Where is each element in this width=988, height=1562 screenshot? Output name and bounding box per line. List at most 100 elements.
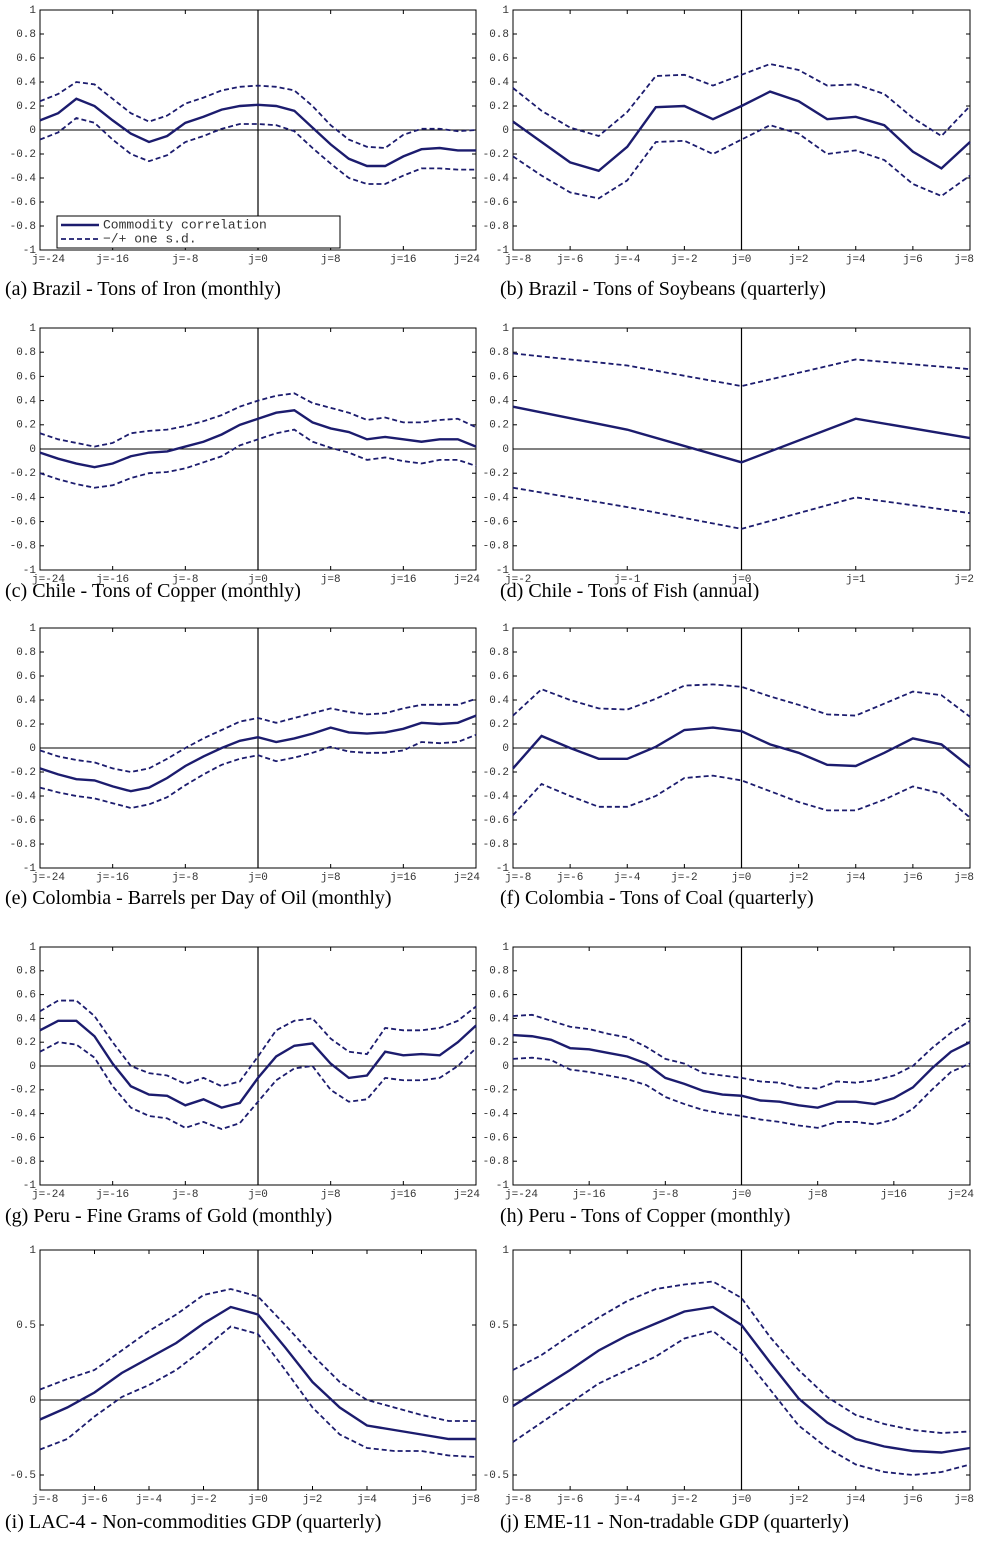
y-tick-label: 0.2 bbox=[16, 101, 36, 113]
x-tick-label: j=-16 bbox=[96, 1189, 129, 1201]
x-tick-label: j=-2 bbox=[671, 1494, 697, 1506]
y-tick-label: 1 bbox=[502, 1245, 509, 1257]
y-tick-label: -0.2 bbox=[10, 468, 36, 480]
y-tick-label: -0.4 bbox=[483, 791, 510, 803]
correlation-line bbox=[512, 1033, 971, 1109]
y-tick-label: 0.8 bbox=[489, 647, 509, 659]
x-tick-label: j=16 bbox=[881, 1189, 907, 1201]
band-line bbox=[39, 1041, 477, 1131]
y-tick-label: 0.6 bbox=[16, 990, 36, 1002]
x-tick-label: j=4 bbox=[846, 872, 866, 884]
y-tick-label: 0.4 bbox=[16, 396, 36, 408]
y-tick-label: 1 bbox=[29, 323, 36, 335]
band-line bbox=[512, 1280, 971, 1434]
x-tick-label: j=-16 bbox=[573, 1189, 606, 1201]
x-tick-label: j=-4 bbox=[614, 1494, 641, 1506]
x-tick-label: j=-2 bbox=[671, 872, 697, 884]
band-line bbox=[39, 697, 477, 773]
correlation-line bbox=[39, 97, 476, 168]
y-tick-label: -0.4 bbox=[10, 492, 37, 504]
y-tick-label: -0.4 bbox=[10, 791, 37, 803]
y-tick-label: -0.6 bbox=[483, 197, 509, 209]
y-tick-label: 0.6 bbox=[16, 371, 36, 383]
x-tick-label: j=4 bbox=[357, 1494, 377, 1506]
y-tick-label: 0.4 bbox=[16, 1013, 36, 1025]
band-line bbox=[512, 352, 971, 387]
y-tick-label: -0.2 bbox=[483, 767, 509, 779]
x-tick-label: j=-16 bbox=[96, 872, 129, 884]
x-tick-label: j=8 bbox=[808, 1189, 828, 1201]
band-line bbox=[39, 392, 477, 448]
y-tick-label: -0.8 bbox=[10, 221, 36, 233]
y-tick-label: 0 bbox=[502, 444, 509, 456]
band-line bbox=[512, 63, 971, 138]
y-tick-label: -0.4 bbox=[483, 173, 510, 185]
y-tick-label: -0.5 bbox=[483, 1470, 509, 1482]
y-tick-label: 0 bbox=[29, 125, 36, 137]
y-tick-label: 0.4 bbox=[489, 695, 509, 707]
y-tick-label: -0.6 bbox=[10, 1132, 36, 1144]
y-tick-label: -0.4 bbox=[483, 1109, 510, 1121]
x-tick-label: j=24 bbox=[454, 254, 481, 266]
y-tick-label: -0.6 bbox=[10, 517, 36, 529]
band-line bbox=[512, 1013, 971, 1090]
y-tick-label: 0.2 bbox=[489, 1037, 509, 1049]
caption: (f) Colombia - Tons of Coal (quarterly) bbox=[500, 887, 814, 909]
y-tick-label: -0.8 bbox=[10, 1156, 36, 1168]
x-tick-label: j=-6 bbox=[557, 872, 583, 884]
y-tick-label: 0.4 bbox=[16, 77, 36, 89]
caption: (i) LAC-4 - Non-commodities GDP (quarter… bbox=[5, 1511, 382, 1533]
correlation-line bbox=[39, 1019, 477, 1109]
x-tick-label: j=-1 bbox=[614, 574, 641, 586]
y-tick-label: 0 bbox=[502, 1395, 509, 1407]
caption: (d) Chile - Tons of Fish (annual) bbox=[500, 580, 760, 602]
x-tick-label: j=0 bbox=[732, 1494, 752, 1506]
x-tick-label: j=0 bbox=[248, 574, 268, 586]
x-tick-label: j=2 bbox=[789, 1494, 809, 1506]
x-tick-label: j=0 bbox=[248, 1189, 268, 1201]
y-tick-label: -0.6 bbox=[10, 197, 36, 209]
caption: (h) Peru - Tons of Copper (monthly) bbox=[500, 1205, 791, 1227]
caption: (j) EME-11 - Non-tradable GDP (quarterly… bbox=[500, 1511, 849, 1533]
x-tick-label: j=-8 bbox=[32, 1494, 58, 1506]
band-line bbox=[39, 733, 477, 809]
y-tick-label: -1 bbox=[496, 1180, 510, 1192]
y-tick-label: -0.5 bbox=[10, 1470, 36, 1482]
correlation-line bbox=[39, 1305, 476, 1441]
y-tick-label: 1 bbox=[502, 942, 509, 954]
y-tick-label: 0 bbox=[29, 444, 36, 456]
band-line bbox=[39, 117, 476, 185]
y-tick-label: 1 bbox=[29, 1245, 36, 1257]
y-tick-label: 0.4 bbox=[489, 77, 509, 89]
y-tick-label: -1 bbox=[23, 565, 37, 577]
y-tick-label: -0.6 bbox=[483, 517, 509, 529]
x-tick-label: j=-8 bbox=[652, 1189, 678, 1201]
x-tick-label: j=-24 bbox=[32, 254, 65, 266]
x-tick-label: j=24 bbox=[454, 1189, 481, 1201]
x-tick-label: j=-4 bbox=[614, 254, 641, 266]
y-tick-label: 0 bbox=[29, 1061, 36, 1073]
y-tick-label: 0.8 bbox=[489, 347, 509, 359]
y-tick-label: 0.2 bbox=[489, 420, 509, 432]
x-tick-label: j=2 bbox=[303, 1494, 323, 1506]
y-tick-label: -0.4 bbox=[483, 492, 510, 504]
x-tick-label: j=-8 bbox=[172, 574, 198, 586]
x-tick-label: j=16 bbox=[390, 254, 416, 266]
y-tick-label: 0 bbox=[29, 1395, 36, 1407]
y-tick-label: 0 bbox=[502, 743, 509, 755]
y-tick-label: -0.8 bbox=[483, 839, 509, 851]
y-tick-label: 0.8 bbox=[16, 29, 36, 41]
correlation-line bbox=[39, 714, 477, 793]
y-tick-label: 0.4 bbox=[489, 1013, 509, 1025]
correlation-line bbox=[512, 1305, 971, 1454]
correlation-line bbox=[512, 90, 971, 173]
x-tick-label: j=0 bbox=[732, 574, 752, 586]
y-tick-label: 0 bbox=[502, 1061, 509, 1073]
y-tick-label: 1 bbox=[502, 5, 509, 17]
x-tick-label: j=0 bbox=[732, 1189, 752, 1201]
x-tick-label: j=4 bbox=[846, 254, 866, 266]
x-tick-label: j=24 bbox=[454, 574, 481, 586]
y-tick-label: -1 bbox=[23, 245, 37, 257]
y-tick-label: 0.2 bbox=[16, 1037, 36, 1049]
x-tick-label: j=16 bbox=[390, 1189, 416, 1201]
